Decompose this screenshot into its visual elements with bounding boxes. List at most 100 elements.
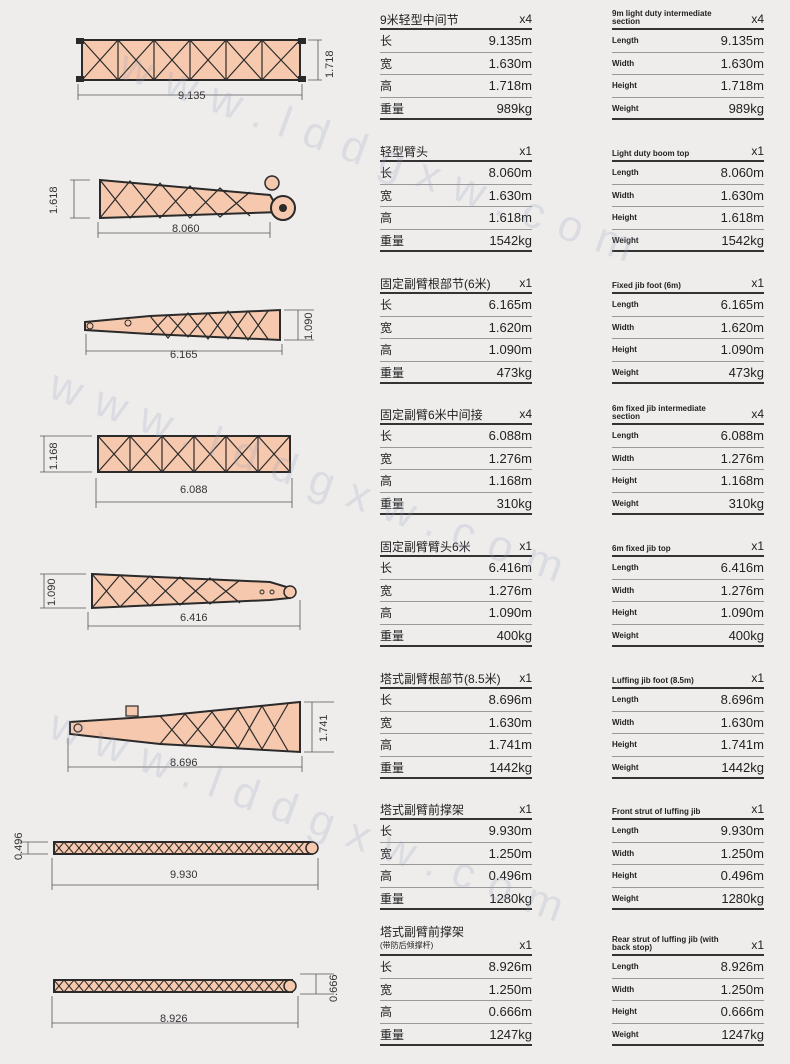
spec-label: Height	[612, 345, 637, 355]
spec-title: 轻型臂头	[380, 145, 429, 159]
spec-value: 9.930m	[720, 823, 764, 839]
spec-value: 6.088m	[720, 428, 764, 444]
spec-row: Width 1.630m	[612, 53, 764, 76]
spec-value: 0.666m	[488, 1004, 532, 1020]
dim-side-6: 1.741	[318, 714, 330, 742]
spec-label: Width	[612, 585, 635, 595]
spec-label: 重量	[380, 101, 405, 116]
spec-header: Rear strut of luffing jib (with back sto…	[612, 930, 764, 956]
spec-value: 1.168m	[488, 473, 532, 489]
spec-header: 固定副臂臂头6米 x1	[380, 535, 532, 557]
spec-label: 高	[380, 343, 393, 358]
spec-value: 1442kg	[721, 759, 764, 775]
spec-row: 高 0.496m	[380, 865, 532, 888]
spec-row: 重量 989kg	[380, 98, 532, 121]
spec-label: Weight	[612, 1029, 639, 1039]
spec-title: 固定副臂6米中间接	[380, 408, 483, 422]
spec-label: 重量	[380, 891, 405, 906]
spec-row: 宽 1.276m	[380, 580, 532, 603]
spec-row: 高 1.618m	[380, 207, 532, 230]
spec-label: 长	[380, 429, 393, 444]
spec-value: 1.090m	[720, 342, 764, 358]
spec-value: 1280kg	[721, 890, 764, 906]
spec-qty: x4	[751, 407, 764, 421]
spec-value: 8.696m	[720, 692, 764, 708]
spec-value: 1.276m	[488, 450, 532, 466]
spec-value: 8.696m	[488, 692, 532, 708]
spec-qty: x1	[519, 539, 532, 553]
spec-row: Height 1.090m	[612, 339, 764, 362]
spec-value: 9.135m	[720, 33, 764, 49]
spec-block: Light duty boom top x1 Length 8.060m Width…	[612, 140, 764, 253]
spec-label: Height	[612, 740, 637, 750]
spec-value: 1.630m	[720, 714, 764, 730]
spec-label: 宽	[380, 846, 393, 861]
spec-label: 重量	[380, 1027, 405, 1042]
spec-qty: x1	[751, 144, 764, 158]
spec-value: 8.926m	[720, 959, 764, 975]
spec-row: 宽 1.250m	[380, 843, 532, 866]
spec-label: Width	[612, 984, 635, 994]
spec-label: Weight	[612, 498, 639, 508]
spec-label: Height	[612, 81, 637, 91]
spec-row: Length 9.135m	[612, 30, 764, 53]
spec-value: 1.718m	[488, 78, 532, 94]
spec-row: 长 8.696m	[380, 689, 532, 712]
spec-value: 1.630m	[488, 187, 532, 203]
spec-value: 1.090m	[720, 605, 764, 621]
spec-label: 宽	[380, 320, 393, 335]
spec-title: 9米轻型中间节	[380, 13, 459, 27]
spec-row: 高 0.666m	[380, 1001, 532, 1024]
spec-block: 9米轻型中间节 x4 长 9.135m 宽 1.630m 高 1.718m 重量 989k…	[380, 8, 532, 121]
spec-title: 6m fixed jib intermediate section	[612, 404, 706, 421]
spec-qty: x4	[751, 12, 764, 26]
spec-label: 高	[380, 869, 393, 884]
spec-value: 8.060m	[488, 165, 532, 181]
spec-block: 9m light duty intermediate section x4 Len…	[612, 8, 764, 121]
spec-row: Weight 1542kg	[612, 230, 764, 253]
spec-label: Weight	[612, 630, 639, 640]
spec-row: 长 8.926m	[380, 956, 532, 979]
spec-row: Length 8.926m	[612, 956, 764, 979]
spec-header: 6m fixed jib top x1	[612, 535, 764, 557]
spec-qty: x1	[519, 144, 532, 158]
spec-value: 1542kg	[721, 232, 764, 248]
spec-row: 高 1.741m	[380, 734, 532, 757]
spec-header: 轻型臂头 x1	[380, 140, 532, 162]
spec-row: Weight 473kg	[612, 362, 764, 385]
spec-row: Length 6.165m	[612, 294, 764, 317]
spec-value: 1.276m	[720, 450, 764, 466]
spec-label: 宽	[380, 715, 393, 730]
spec-title: 塔式副臂根部节(8.5米)	[380, 672, 501, 686]
spec-qty: x1	[751, 539, 764, 553]
spec-title: 6m fixed jib top	[612, 544, 671, 553]
spec-label: Length	[612, 36, 639, 46]
spec-row: Height 1.741m	[612, 734, 764, 757]
spec-header: 9m light duty intermediate section x4	[612, 8, 764, 30]
spec-header: 塔式副臂根部节(8.5米) x1	[380, 667, 532, 689]
spec-row: 长 8.060m	[380, 162, 532, 185]
spec-value: 1.630m	[720, 187, 764, 203]
spec-value: 1.250m	[488, 845, 532, 861]
spec-row: 长 6.165m	[380, 294, 532, 317]
spec-title: 塔式副臂前撑架 (带防后倾撑杆)	[380, 926, 464, 952]
spec-row: Width 1.276m	[612, 580, 764, 603]
spec-label: Height	[612, 1007, 637, 1017]
spec-value: 1247kg	[721, 1026, 764, 1042]
dim-side-4: 1.168	[48, 442, 60, 470]
spec-qty: x1	[519, 938, 532, 952]
spec-label: 长	[380, 34, 393, 49]
spec-qty: x1	[751, 938, 764, 952]
spec-label: 重量	[380, 233, 405, 248]
spec-label: 宽	[380, 56, 393, 71]
spec-value: 6.165m	[720, 297, 764, 313]
spec-label: Weight	[612, 103, 639, 113]
spec-block: Fixed jib foot (6m) x1 Length 6.165m Width…	[612, 272, 764, 385]
spec-label: Length	[612, 563, 639, 573]
spec-value: 310kg	[496, 495, 532, 511]
spec-row: 高 1.090m	[380, 602, 532, 625]
spec-label: Weight	[612, 235, 639, 245]
dim-length-3: 6.165	[170, 349, 198, 361]
spec-value: 1.630m	[488, 714, 532, 730]
dim-side-5: 1.090	[46, 578, 58, 606]
